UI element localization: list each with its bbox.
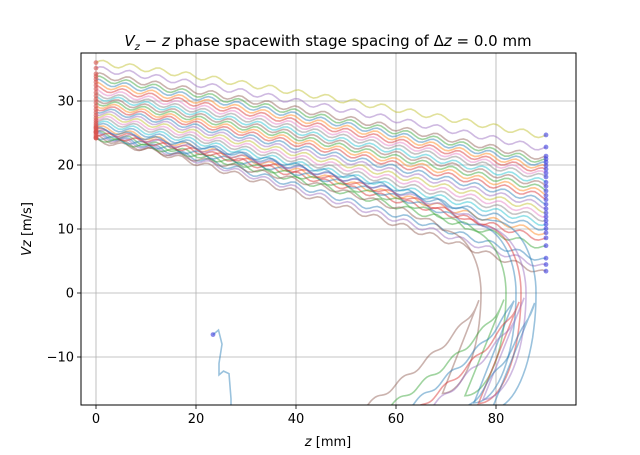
y-tick-label: 0 [66,287,74,302]
trajectory-line [95,132,547,267]
trajectory-line [95,137,482,405]
end-marker [543,201,549,207]
grid-lines [81,53,576,405]
series-layer [95,59,547,405]
trajectory-line [95,118,547,223]
end-marker [543,206,549,212]
title-after: phase spacewith stage spacing of Δ [170,32,445,50]
y-axis-var: Vz [20,239,35,256]
trajectory-line [95,78,546,166]
end-marker [543,166,549,172]
trajectory-line [95,81,547,169]
trajectory-line [95,84,547,172]
trajectory-line [95,113,547,214]
x-tick-label: 40 [288,412,305,427]
end-marker [543,179,549,185]
trajectory-line [95,122,547,231]
end-marker [543,144,549,150]
end-marker [543,226,549,231]
end-marker [543,188,549,194]
end-marker [543,235,549,241]
trajectory-line [95,127,547,241]
trajectory-line [96,131,547,261]
trajectory-line [95,65,547,151]
title-var1: V [124,32,136,50]
trajectory-line [95,129,547,249]
title-middle: − [140,32,162,50]
trajectory-line [212,328,232,405]
end-marker [543,159,549,165]
trajectory-line [95,88,547,175]
trajectory-line [95,103,547,197]
start-marker [93,100,99,106]
end-marker [543,218,549,224]
trajectory-line [95,129,527,405]
trajectory-line [95,133,547,273]
y-tick-label: 30 [57,95,74,110]
x-tick-label: 0 [92,412,100,427]
title-suffix: = 0.0 mm [452,32,532,50]
trajectory-line [95,115,547,218]
start-marker [93,96,99,102]
y-axis-label: Vz [m/s] [20,202,35,256]
end-marker [543,230,549,236]
y-tick-label: 10 [57,223,74,238]
end-marker [543,210,549,216]
x-axis-label: z [mm] [304,435,351,450]
trajectory-line [95,136,507,405]
axis-ticks: 0 20 40 60 80 −10 0 10 20 30 [47,95,505,428]
x-axis-unit: [mm] [312,435,352,450]
trajectory-line [95,125,547,236]
trajectory-line [95,135,517,405]
x-tick-label: 80 [488,412,505,427]
trajectory-line [95,59,547,139]
chart-title: Vz − z phase spacewith stage spacing of … [124,32,531,53]
trajectory-line [95,108,547,206]
start-marker [93,125,99,131]
x-tick-label: 60 [388,412,405,427]
trajectory-line [95,120,547,227]
start-marker [210,332,216,337]
y-tick-label: −10 [47,351,74,366]
trajectory-line [95,72,547,160]
end-marker [543,132,549,138]
title-var2: z [161,32,171,50]
trajectory-line [95,106,547,201]
start-marker [93,65,99,71]
end-marker [543,174,549,180]
title-sub1: z [134,42,141,53]
start-marker [93,86,99,92]
trajectory-line [95,101,547,192]
end-marker [543,255,549,261]
end-marker [543,221,549,227]
y-tick-label: 20 [57,159,74,174]
marker-layer [93,60,549,337]
trajectory-line [96,110,547,210]
x-axis-var: z [304,435,313,450]
end-marker [543,170,549,176]
title-var3: z [443,32,453,50]
trajectory-line [95,126,537,405]
trajectory-line [95,98,547,188]
end-marker [543,262,549,267]
start-marker [93,129,99,135]
end-marker [543,243,549,249]
y-axis-unit: [m/s] [20,202,35,240]
end-marker [543,183,549,189]
x-tick-label: 20 [188,412,205,427]
trajectory-line [95,132,522,405]
trajectory-line [95,95,547,183]
end-marker [543,214,549,220]
start-marker [93,82,99,88]
end-marker [543,163,549,168]
trajectory-line [95,75,547,163]
start-marker [93,60,99,65]
start-marker [93,133,99,139]
start-marker [93,93,99,99]
end-marker [543,197,549,203]
end-marker [543,193,549,198]
end-marker [543,268,549,274]
trajectory-line [95,92,547,178]
